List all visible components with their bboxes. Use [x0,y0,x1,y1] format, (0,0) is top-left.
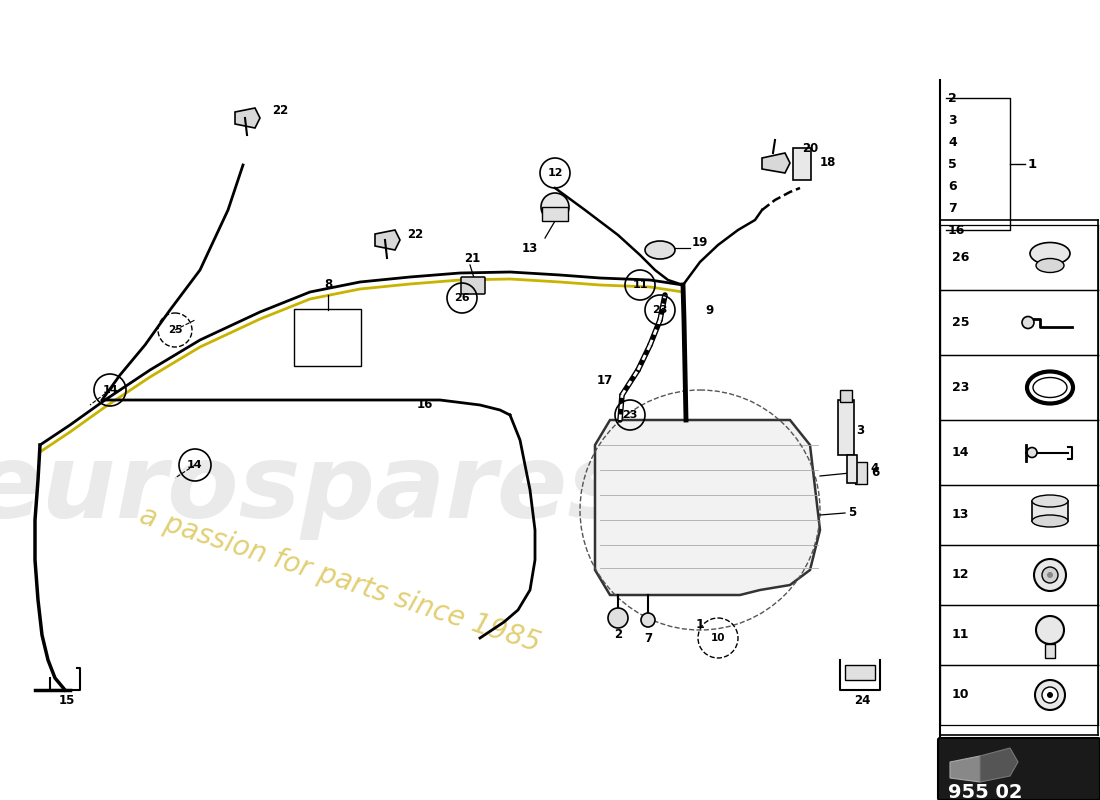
Text: 26: 26 [454,293,470,303]
FancyBboxPatch shape [461,277,485,294]
Text: 6: 6 [871,466,879,478]
Text: 17: 17 [597,374,613,386]
Text: 11: 11 [632,280,648,290]
Text: 25: 25 [167,325,183,335]
Ellipse shape [1032,495,1068,507]
Text: 10: 10 [952,689,969,702]
Text: a passion for parts since 1985: a passion for parts since 1985 [136,502,543,658]
Text: 23: 23 [623,410,638,420]
Text: 14: 14 [952,446,969,459]
Bar [1045,644,1055,658]
Bar [840,390,852,402]
Text: 13: 13 [952,509,969,522]
Text: 10: 10 [711,633,725,643]
Text: 15: 15 [58,694,75,706]
Polygon shape [595,420,820,595]
Text: 14: 14 [102,385,118,395]
Text: 18: 18 [820,157,836,170]
Text: 23: 23 [952,381,969,394]
Bar [847,455,857,483]
Circle shape [1042,687,1058,703]
Text: 11: 11 [952,629,969,642]
Ellipse shape [645,241,675,259]
Text: 19: 19 [692,235,708,249]
Text: 23: 23 [652,305,668,315]
Text: 24: 24 [854,694,870,706]
Polygon shape [762,153,790,173]
Text: 22: 22 [407,229,424,242]
Text: 22: 22 [272,103,288,117]
Text: 12: 12 [952,569,969,582]
Text: 5: 5 [948,158,957,170]
Bar [838,400,854,455]
Text: 1: 1 [1027,158,1036,170]
Bar [542,207,568,221]
Polygon shape [845,665,875,680]
Circle shape [641,613,654,627]
Text: 26: 26 [952,251,969,264]
Text: 5: 5 [848,506,856,519]
Text: 12: 12 [548,168,563,178]
Text: 4: 4 [871,462,879,474]
Polygon shape [235,108,260,128]
Text: 20: 20 [802,142,818,154]
Text: 14: 14 [187,460,202,470]
Text: 3: 3 [948,114,957,126]
Text: 6: 6 [948,179,957,193]
Ellipse shape [1030,242,1070,265]
Text: eurospares: eurospares [0,439,629,541]
Ellipse shape [1032,515,1068,527]
Circle shape [1042,567,1058,583]
Text: 2: 2 [614,629,623,642]
Polygon shape [950,756,988,782]
Text: 4: 4 [948,135,957,149]
Circle shape [1047,692,1053,698]
Bar [855,462,867,484]
Text: 7: 7 [644,631,652,645]
Ellipse shape [1033,378,1067,398]
Circle shape [608,608,628,628]
Circle shape [1036,616,1064,644]
Polygon shape [375,230,400,250]
FancyBboxPatch shape [938,738,1100,800]
Circle shape [1027,447,1037,458]
Bar [793,148,811,180]
Polygon shape [980,748,1018,782]
Text: 13: 13 [521,242,538,254]
Ellipse shape [1036,258,1064,273]
Circle shape [1035,680,1065,710]
Bar [1032,501,1068,521]
Text: 3: 3 [856,423,865,437]
Text: 21: 21 [464,251,480,265]
Circle shape [1047,572,1053,578]
Circle shape [541,193,569,221]
Text: 7: 7 [948,202,957,214]
Text: 16: 16 [948,223,966,237]
Text: 955 02: 955 02 [948,782,1022,800]
Circle shape [1034,559,1066,591]
Text: 8: 8 [323,278,332,291]
Circle shape [1022,317,1034,329]
Text: 2: 2 [948,91,957,105]
Text: 16: 16 [417,398,433,411]
Text: 9: 9 [706,303,714,317]
Text: 1: 1 [695,618,704,631]
Text: 25: 25 [952,316,969,329]
